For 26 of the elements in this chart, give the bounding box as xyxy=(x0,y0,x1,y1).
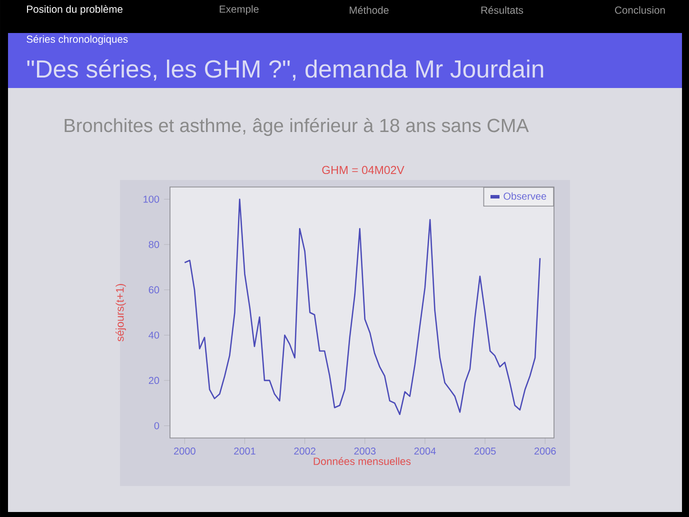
y-tick-label: 0 xyxy=(154,422,160,430)
text: Séries chronologiques xyxy=(26,35,128,45)
x-tick-label: 2003 xyxy=(354,448,376,455)
x-tick-label: 2002 xyxy=(294,448,316,455)
text: Méthode xyxy=(350,6,389,14)
chart-title: "Des séries, les GHM ?", demanda Mr Jourdain xyxy=(27,59,544,81)
legend-label: Observee xyxy=(504,192,546,200)
text: Position du problème xyxy=(27,5,122,15)
y-tick-label: 40 xyxy=(148,332,160,339)
text: Exemple xyxy=(220,5,259,15)
x-tick-label: 2006 xyxy=(534,448,556,455)
chart-subtitle: Bronchites et asthme, âge inférieur à 18 ans sans CMA xyxy=(64,118,529,136)
y-axis-title: séjours(t+1) xyxy=(116,284,126,342)
y-tick-label: 100 xyxy=(144,196,160,203)
x-axis-title: Données mensuelles xyxy=(314,457,411,466)
x-tick-label: 2001 xyxy=(234,448,256,455)
y-tick-label: 60 xyxy=(148,286,160,294)
text: GHM = 04M02V xyxy=(322,166,404,174)
y-tick-label: 20 xyxy=(148,376,160,384)
text: Conclusion xyxy=(615,6,665,14)
line-series xyxy=(184,198,541,416)
y-tick-label: 80 xyxy=(148,240,160,248)
x-tick-label: 2000 xyxy=(174,448,196,455)
x-tick-label: 2004 xyxy=(414,448,436,455)
text: Résultats xyxy=(481,6,524,14)
x-tick-label: 2005 xyxy=(474,448,496,455)
